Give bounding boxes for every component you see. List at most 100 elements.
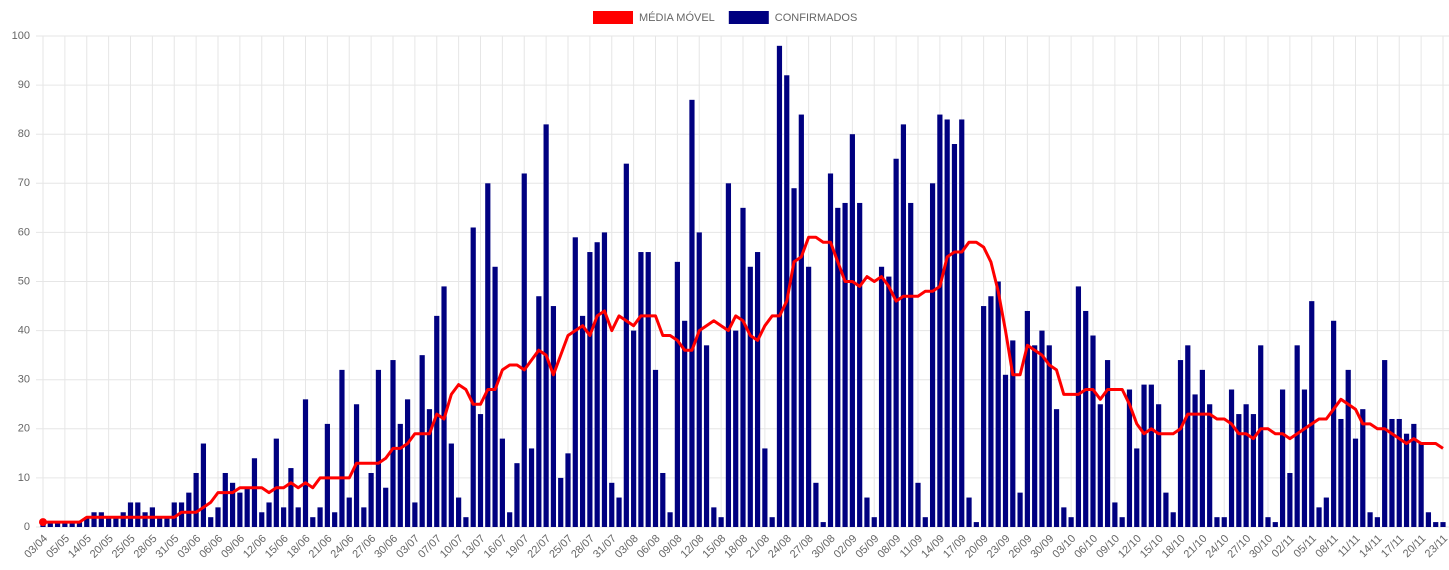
bar	[601, 232, 608, 527]
bar	[1126, 389, 1133, 527]
bar	[127, 502, 134, 527]
x-tick-label: 27/06	[350, 533, 378, 561]
bar	[164, 517, 170, 527]
x-tick-label: 02/09	[832, 533, 860, 561]
bar	[237, 492, 243, 527]
bar	[1075, 286, 1082, 527]
bar	[1418, 443, 1424, 527]
x-tick-label: 15/10	[1138, 533, 1166, 561]
bar	[1440, 522, 1446, 527]
x-tick-label: 08/11	[1313, 533, 1340, 560]
bar	[332, 512, 338, 527]
bar	[849, 134, 855, 527]
bar	[842, 202, 848, 527]
bar	[1141, 384, 1147, 527]
bar	[1097, 404, 1103, 527]
y-tick-label: 50	[18, 275, 30, 287]
line-point	[39, 518, 47, 527]
x-tick-label: 12/10	[1116, 533, 1144, 561]
bar	[1112, 502, 1118, 527]
x-tick-label: 03/04	[22, 533, 50, 561]
bar	[368, 472, 374, 527]
bar	[317, 507, 323, 527]
x-tick-label: 16/07	[482, 533, 510, 561]
bar	[339, 369, 345, 527]
x-tick-label: 27/10	[1225, 533, 1253, 561]
bar	[1411, 423, 1417, 527]
bar	[499, 438, 505, 527]
legend-label: CONFIRMADOS	[775, 12, 858, 24]
legend-swatch	[593, 11, 633, 24]
line	[43, 235, 1444, 524]
x-tick-label: 28/05	[132, 533, 160, 561]
x-tick-label: 13/07	[460, 533, 488, 561]
bar	[492, 266, 498, 527]
x-tick-label: 31/07	[591, 533, 619, 561]
x-tick-label: 24/06	[328, 533, 356, 561]
bar	[448, 443, 454, 527]
bar	[981, 306, 987, 527]
bar	[703, 345, 710, 527]
bar	[1024, 310, 1030, 527]
x-tick-label: 30/10	[1247, 533, 1275, 561]
bar	[638, 252, 644, 528]
bar	[1090, 335, 1096, 527]
x-tick-label: 18/10	[1160, 533, 1188, 561]
bar	[69, 522, 75, 527]
bar	[208, 517, 214, 527]
bar	[324, 423, 330, 527]
x-tick-label: 18/08	[722, 533, 750, 561]
x-tick-label: 24/10	[1203, 533, 1231, 561]
x-tick-label: 17/09	[941, 533, 969, 561]
bar	[222, 472, 228, 527]
x-tick-label: 14/11	[1357, 533, 1384, 560]
bar	[929, 183, 936, 528]
x-tick-label: 12/08	[678, 533, 706, 561]
bar	[186, 492, 192, 527]
x-tick-label: 09/10	[1094, 533, 1122, 561]
x-tick-label: 15/08	[700, 533, 728, 561]
x-tick-label: 20/09	[963, 533, 991, 561]
x-tick-label: 21/08	[744, 533, 772, 561]
x-tick-label: 03/10	[1050, 533, 1078, 561]
bar	[835, 207, 841, 527]
bar	[485, 183, 491, 528]
bar	[1177, 360, 1184, 527]
x-tick-label: 08/09	[875, 533, 903, 561]
bar	[915, 482, 921, 527]
bar	[886, 276, 892, 527]
bar	[900, 124, 907, 527]
bar	[1207, 404, 1213, 527]
bar	[91, 512, 97, 527]
y-tick-label: 0	[24, 521, 30, 533]
bar	[725, 183, 732, 528]
bar	[441, 286, 447, 527]
bar	[550, 306, 557, 527]
bar	[565, 453, 571, 527]
bar	[1382, 360, 1388, 527]
x-tick-label: 06/06	[197, 533, 225, 561]
x-tick-label: 23/11	[1423, 533, 1449, 560]
x-tick-label: 27/08	[788, 533, 816, 561]
bar	[514, 463, 520, 527]
bar	[652, 369, 659, 527]
legend-label: MÉDIA MÓVEL	[639, 11, 715, 24]
bar	[215, 507, 221, 527]
bar	[383, 487, 389, 527]
bar	[1119, 517, 1125, 527]
bar	[419, 355, 425, 527]
y-tick-label: 40	[18, 325, 30, 337]
bar	[711, 507, 717, 527]
x-tick-label: 28/07	[569, 533, 597, 561]
bar	[273, 438, 279, 527]
bar	[988, 296, 994, 527]
bar	[995, 281, 1001, 527]
bar	[302, 399, 309, 527]
bar	[1258, 345, 1264, 527]
bar	[682, 320, 688, 527]
bar	[310, 517, 316, 527]
bar	[412, 502, 418, 527]
x-tick-label: 11/11	[1336, 533, 1363, 560]
bar	[1039, 330, 1045, 527]
